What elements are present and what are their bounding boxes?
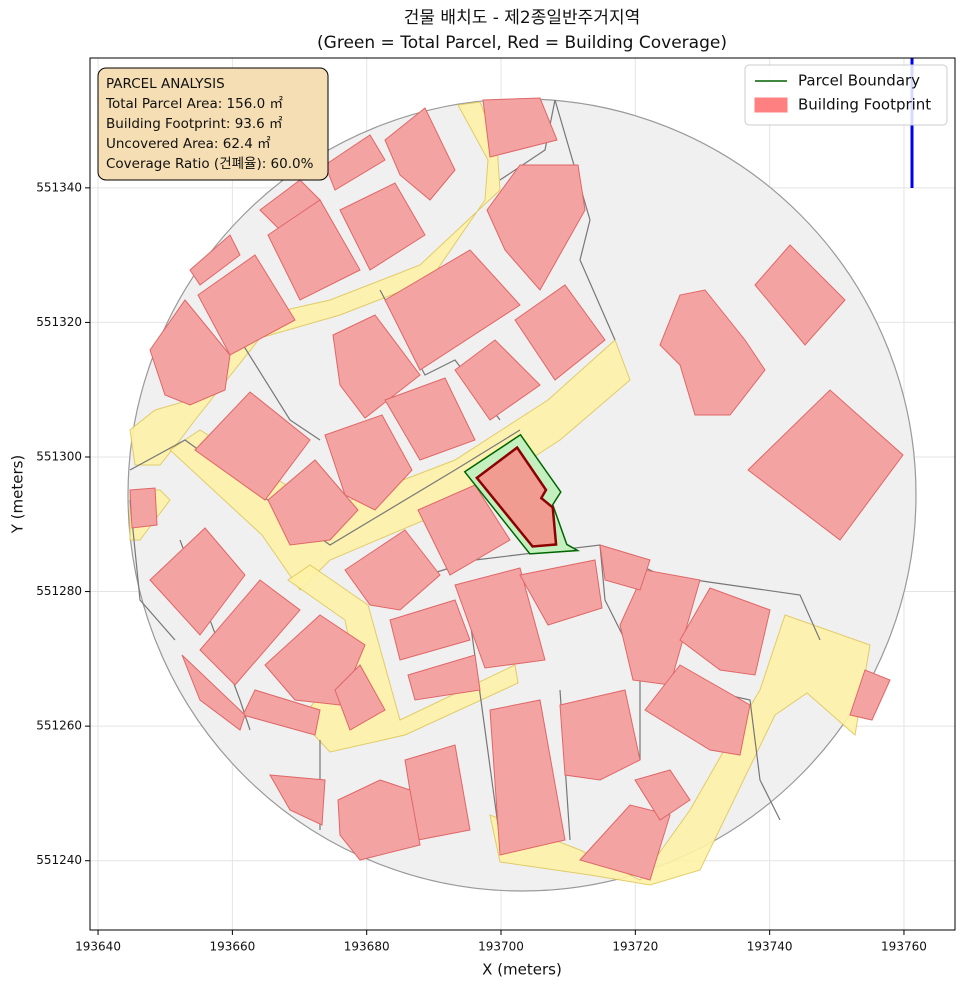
x-tick-label: 193680 xyxy=(344,940,390,954)
x-tick-label: 193700 xyxy=(478,940,524,954)
axes: 193640 193660 193680 193700 193720 193740 1937… xyxy=(36,180,927,953)
legend-swatch xyxy=(754,97,788,113)
info-box-frame xyxy=(97,67,329,181)
target-parcel xyxy=(463,433,581,555)
building-polygon xyxy=(475,445,558,548)
legend-label: Building Footprint xyxy=(798,96,931,114)
info-line: Coverage Ratio (건폐율): 60.0% xyxy=(106,156,314,172)
x-tick-label: 193640 xyxy=(75,940,121,954)
info-line: Uncovered Area: 62.4 ㎡ xyxy=(106,136,271,152)
legend-frame xyxy=(744,64,948,126)
info-line: PARCEL ANALYSIS xyxy=(106,76,225,92)
x-tick-label: 193740 xyxy=(747,940,793,954)
y-tick-label: 551340 xyxy=(36,180,82,194)
y-tick-label: 551280 xyxy=(36,584,82,598)
y-tick-label: 551260 xyxy=(36,719,82,733)
info-line: Building Footprint: 93.6 ㎡ xyxy=(106,116,283,132)
buildings xyxy=(129,97,904,881)
plot-frame xyxy=(89,57,956,931)
x-tick-label: 193720 xyxy=(612,940,658,954)
y-tick-label: 551320 xyxy=(36,315,82,329)
chart-subtitle: (Green = Total Parcel, Red = Building Co… xyxy=(317,33,727,53)
info-line: Total Parcel Area: 156.0 ㎡ xyxy=(105,96,283,112)
x-axis-label: X (meters) xyxy=(482,961,562,979)
legend: Parcel Boundary Building Footprint xyxy=(744,64,948,126)
y-axis-label: Y (meters) xyxy=(9,455,27,535)
x-tick-label: 193660 xyxy=(209,940,255,954)
chart-title: 건물 배치도 - 제2종일반주거지역 xyxy=(404,8,640,28)
y-tick-label: 551240 xyxy=(36,853,82,867)
legend-label: Parcel Boundary xyxy=(798,72,920,90)
x-tick-label: 193760 xyxy=(881,940,927,954)
info-box: PARCEL ANALYSIS Total Parcel Area: 156.0 … xyxy=(97,67,329,181)
y-tick-label: 551300 xyxy=(36,449,82,463)
